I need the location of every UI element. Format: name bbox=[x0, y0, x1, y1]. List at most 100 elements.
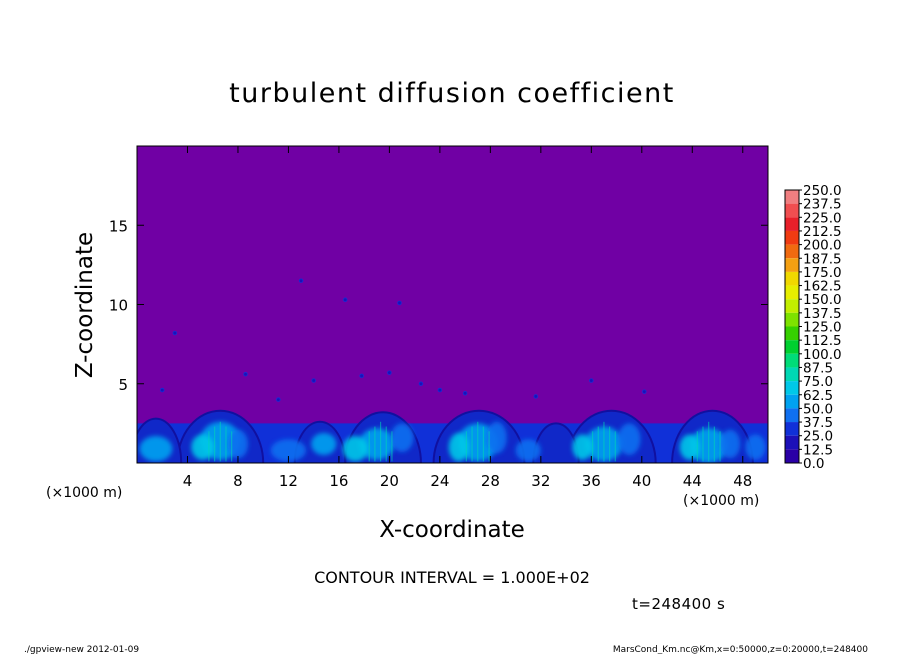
field-speck bbox=[160, 387, 165, 393]
x-tick-label: 4 bbox=[183, 472, 193, 490]
plume-core bbox=[270, 439, 307, 462]
field-speck bbox=[589, 378, 594, 383]
plot-background bbox=[137, 146, 768, 463]
colorbar-label: 100.0 bbox=[803, 347, 842, 363]
colorbar-label: 125.0 bbox=[803, 320, 842, 336]
field-speck bbox=[418, 381, 424, 386]
colorbar-swatch bbox=[785, 381, 799, 395]
colorbar-swatch bbox=[785, 217, 799, 231]
x-axis-unit: (×1000 m) bbox=[683, 493, 759, 509]
colorbar-swatch bbox=[785, 299, 799, 313]
footer-right: MarsCond_Km.nc@Km,x=0:50000,z=0:20000,t=… bbox=[613, 645, 868, 654]
plume-core bbox=[448, 432, 469, 462]
colorbar-label: 0.0 bbox=[803, 456, 824, 472]
colorbar-label: 212.5 bbox=[803, 224, 842, 240]
x-tick-label: 32 bbox=[531, 472, 550, 490]
plume-dome bbox=[532, 422, 580, 463]
field-speck bbox=[642, 389, 647, 394]
x-axis-label: X-coordinate bbox=[379, 517, 525, 543]
colorbar-swatch bbox=[785, 312, 799, 327]
plume-core bbox=[572, 434, 593, 460]
contour-interval: CONTOUR INTERVAL = 1.000E+02 bbox=[314, 568, 590, 587]
colorbar-swatch bbox=[785, 258, 799, 272]
colorbar-swatch bbox=[785, 244, 799, 259]
plume-core bbox=[311, 432, 337, 456]
colorbar-swatch bbox=[785, 203, 799, 218]
colorbar-label: 62.5 bbox=[803, 388, 833, 404]
field-speck bbox=[343, 297, 348, 302]
colorbar-label: 175.0 bbox=[803, 265, 842, 281]
colorbar-swatch bbox=[785, 353, 799, 368]
field-speck bbox=[172, 330, 178, 336]
x-tick-label: 48 bbox=[733, 472, 752, 490]
plume-core bbox=[515, 439, 541, 462]
y-axis-label: Z-coordinate bbox=[72, 232, 98, 378]
colorbar-swatch bbox=[785, 190, 799, 204]
x-tick-label: 44 bbox=[683, 472, 702, 490]
plume-core bbox=[191, 434, 214, 460]
colorbar: 250.0237.5225.0212.5200.0187.5175.0162.5… bbox=[784, 183, 842, 472]
colorbar-swatch bbox=[785, 230, 799, 245]
colorbar-label: 37.5 bbox=[803, 415, 833, 431]
x-tick-label: 36 bbox=[582, 472, 601, 490]
x-tick-label: 28 bbox=[481, 472, 500, 490]
y-axis-ticks: 5 10 15 bbox=[109, 217, 768, 394]
field-speck bbox=[276, 397, 281, 402]
field-speck bbox=[298, 278, 304, 283]
colorbar-swatch bbox=[785, 271, 799, 286]
colorbar-label: 162.5 bbox=[803, 279, 842, 295]
x-tick-label: 24 bbox=[430, 472, 449, 490]
plume-core bbox=[486, 421, 507, 454]
field-speck bbox=[397, 300, 402, 306]
colorbar-label: 50.0 bbox=[803, 401, 833, 417]
field-speck bbox=[387, 370, 392, 375]
colorbar-label: 112.5 bbox=[803, 333, 842, 349]
y-axis-unit: (×1000 m) bbox=[46, 485, 122, 501]
colorbar-swatch bbox=[785, 367, 799, 382]
colorbar-swatch bbox=[785, 408, 799, 423]
plume-core bbox=[679, 434, 700, 460]
x-tick-label: 8 bbox=[233, 472, 243, 490]
colorbar-swatch bbox=[785, 394, 799, 409]
field-speck bbox=[462, 391, 468, 396]
field-speck bbox=[311, 378, 316, 383]
x-axis-ticks: 4 8 12 16 20 24 28 32 36 40 44 48 bbox=[183, 146, 752, 490]
colorbar-swatch bbox=[785, 435, 799, 450]
x-tick-label: 12 bbox=[279, 472, 298, 490]
colorbar-label: 200.0 bbox=[803, 238, 842, 254]
x-tick-label: 40 bbox=[632, 472, 651, 490]
colorbar-swatch bbox=[785, 449, 799, 463]
colorbar-swatch bbox=[785, 422, 799, 436]
turbulence-field bbox=[137, 278, 768, 463]
field-speck bbox=[533, 394, 538, 399]
colorbar-label: 237.5 bbox=[803, 197, 842, 213]
colorbar-label: 12.5 bbox=[803, 442, 833, 458]
plume-core bbox=[617, 423, 641, 456]
colorbar-label: 150.0 bbox=[803, 292, 842, 308]
colorbar-label: 187.5 bbox=[803, 251, 842, 267]
field-speck bbox=[243, 372, 248, 377]
plume-core bbox=[359, 428, 395, 460]
y-tick-label: 10 bbox=[109, 297, 128, 315]
colorbar-swatch bbox=[785, 285, 799, 300]
colorbar-label: 225.0 bbox=[803, 210, 842, 226]
colorbar-swatch bbox=[785, 340, 799, 354]
colorbar-label: 25.0 bbox=[803, 429, 833, 445]
x-tick-label: 20 bbox=[380, 472, 399, 490]
y-tick-label: 5 bbox=[118, 376, 128, 394]
y-tick-label: 15 bbox=[109, 217, 128, 235]
x-tick-label: 16 bbox=[329, 472, 348, 490]
plume-core bbox=[342, 436, 368, 462]
colorbar-label: 250.0 bbox=[803, 183, 842, 199]
plume-core bbox=[227, 429, 249, 459]
colorbar-label: 137.5 bbox=[803, 306, 842, 322]
chart-title: turbulent diffusion coefficient bbox=[229, 78, 675, 109]
field-speck bbox=[437, 387, 443, 393]
colorbar-swatch bbox=[785, 326, 799, 341]
colorbar-label: 87.5 bbox=[803, 360, 833, 376]
field-speck bbox=[359, 373, 364, 379]
plume-core bbox=[720, 429, 741, 459]
plume-core bbox=[139, 436, 173, 462]
